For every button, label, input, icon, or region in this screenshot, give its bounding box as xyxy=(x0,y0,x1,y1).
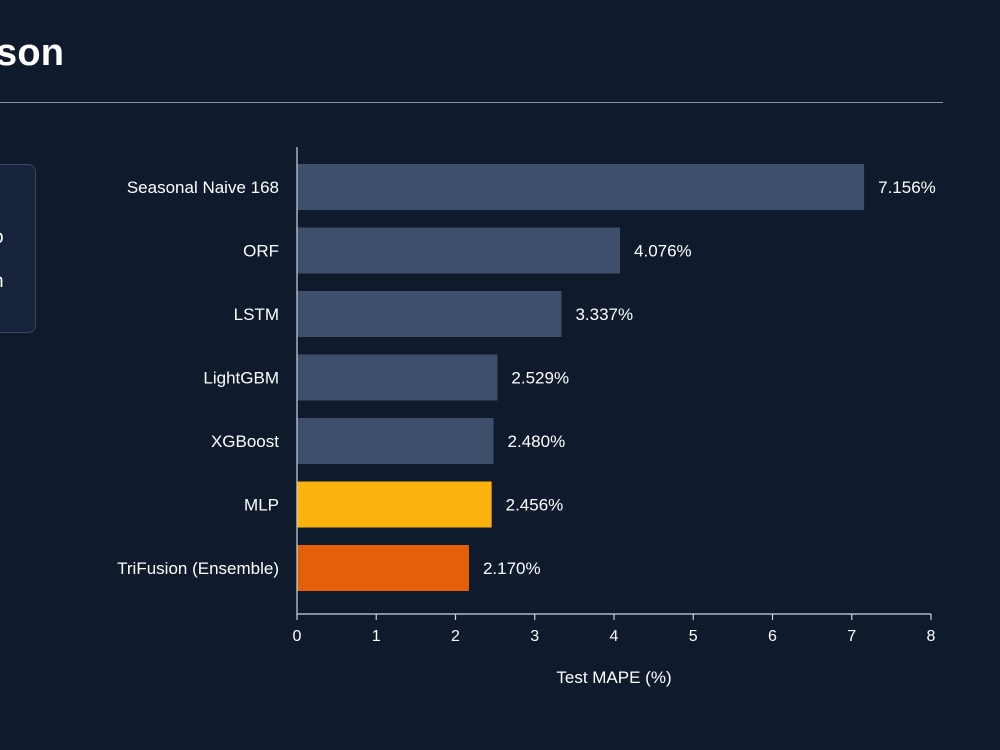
x-axis-title: Test MAPE (%) xyxy=(556,668,671,687)
data-label: 2.529% xyxy=(511,369,569,388)
bar-1 xyxy=(297,164,865,210)
category-label: ORF xyxy=(243,242,279,261)
category-label: LightGBM xyxy=(203,369,279,388)
title-divider xyxy=(0,102,943,103)
data-label: 4.076% xyxy=(634,242,692,261)
category-label: Seasonal Naive 168 xyxy=(127,178,279,197)
data-label: 7.156% xyxy=(878,178,936,197)
category-label: XGBoost xyxy=(211,432,279,451)
x-tick-label: 1 xyxy=(372,628,381,645)
side-panel-text-2: n xyxy=(0,271,4,293)
category-label: LSTM xyxy=(234,305,279,324)
x-tick-label: 7 xyxy=(847,628,856,645)
x-tick-label: 5 xyxy=(689,628,698,645)
data-label: 2.480% xyxy=(508,432,566,451)
x-tick-label: 3 xyxy=(530,628,539,645)
bar-6 xyxy=(297,481,492,528)
bar-5 xyxy=(297,418,494,464)
x-tick-label: 8 xyxy=(927,628,936,645)
category-label: MLP xyxy=(244,496,279,515)
bar-3 xyxy=(297,291,562,337)
data-label: 2.456% xyxy=(506,496,564,515)
bar-7 xyxy=(297,545,469,591)
category-label: TriFusion (Ensemble) xyxy=(117,559,279,578)
bar-2 xyxy=(297,227,621,274)
x-tick-label: 4 xyxy=(610,628,619,645)
x-tick-label: 0 xyxy=(293,628,302,645)
x-tick-label: 6 xyxy=(768,628,777,645)
side-panel: o n xyxy=(0,164,36,333)
x-tick-label: 2 xyxy=(451,628,460,645)
data-label: 2.170% xyxy=(483,559,541,578)
side-panel-text-1: o xyxy=(0,227,4,249)
data-label: 3.337% xyxy=(575,305,633,324)
page-title: son xyxy=(0,32,65,74)
bar-4 xyxy=(297,354,498,401)
